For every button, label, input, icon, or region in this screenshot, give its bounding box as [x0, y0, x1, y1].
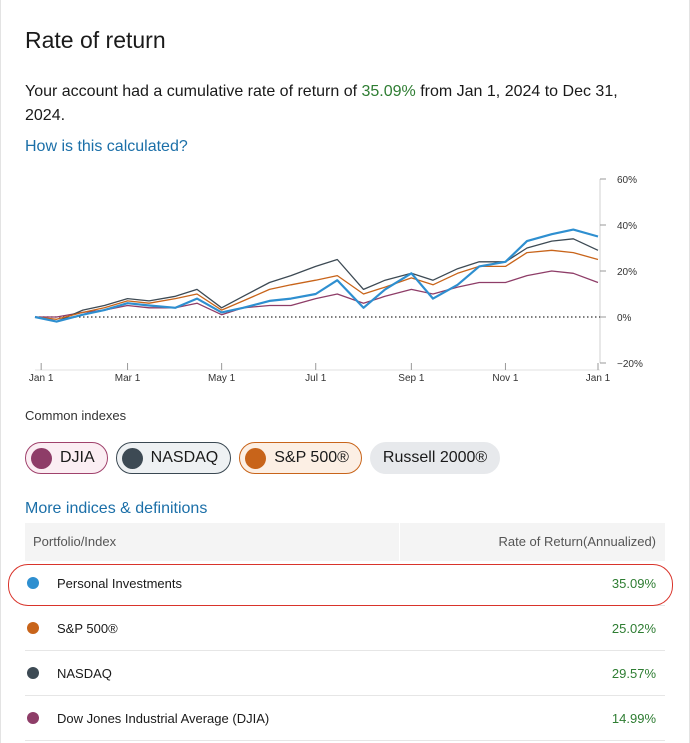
table-row[interactable]: S&P 500® 25.02%	[25, 606, 665, 651]
series-color-dot	[27, 712, 39, 724]
series-line	[35, 270, 599, 318]
nasdaq-chip-label: NASDAQ	[150, 449, 219, 466]
table-row[interactable]: Personal Investments 35.09%	[8, 561, 673, 606]
returns-table: Portfolio/Index Rate of Return(Annualize…	[8, 523, 673, 741]
table-header: Portfolio/Index Rate of Return(Annualize…	[25, 523, 665, 561]
row-name: S&P 500®	[57, 620, 118, 636]
y-tick-label: 0%	[617, 313, 632, 324]
y-tick-label: 60%	[617, 175, 637, 186]
summary-text-before: Your account had a cumulative rate of re…	[25, 83, 362, 100]
djia-color-dot	[31, 447, 52, 469]
x-tick-label: Jul 1	[305, 373, 327, 384]
header-portfolio: Portfolio/Index	[25, 523, 400, 561]
y-tick-label: −20%	[617, 359, 643, 370]
russell-chip[interactable]: Russell 2000®	[369, 442, 501, 474]
row-value: 35.09%	[611, 575, 656, 591]
y-axis: 60% 40% 20% 0% −20%	[599, 175, 643, 370]
x-tick-label: Jan 1	[586, 373, 611, 384]
table-row[interactable]: Dow Jones Industrial Average (DJIA) 14.9…	[25, 696, 665, 741]
more-indices-link[interactable]: More indices & definitions	[25, 500, 208, 517]
table-row[interactable]: NASDAQ 29.57%	[25, 651, 665, 696]
header-rate: Rate of Return(Annualized)	[498, 534, 656, 549]
cumulative-rate: 35.09%	[361, 83, 416, 100]
how-calculated-link[interactable]: How is this calculated?	[25, 138, 188, 155]
series-color-dot	[27, 577, 39, 589]
y-tick-label: 40%	[617, 221, 637, 232]
common-indexes-label: Common indexes	[25, 408, 127, 423]
russell-chip-label: Russell 2000®	[382, 449, 488, 466]
chart-series	[34, 228, 600, 323]
row-name: Personal Investments	[57, 575, 183, 591]
summary-text-after: from Jan 1, 2024 to Dec 31, 2024.	[25, 83, 618, 124]
index-chips: DJIA NASDAQ S&P 500® Russell 2000®	[25, 442, 501, 474]
series-line	[34, 249, 599, 320]
series-line	[34, 228, 599, 323]
return-chart: 60% 40% 20% 0% −20% Jan 1 Mar 1 May 1 Jul 1 Sep …	[29, 175, 643, 384]
x-axis: Jan 1 Mar 1 May 1 Jul 1 Sep 1 Nov 1 Jan 1	[29, 363, 611, 384]
x-tick-label: May 1	[208, 373, 236, 384]
x-tick-label: Jan 1	[29, 373, 54, 384]
row-value: 25.02%	[611, 620, 656, 636]
y-tick-label: 20%	[617, 267, 637, 278]
row-name: Dow Jones Industrial Average (DJIA)	[57, 710, 270, 726]
sp500-chip[interactable]: S&P 500®	[239, 442, 362, 474]
nasdaq-chip[interactable]: NASDAQ	[115, 442, 232, 474]
sp500-color-dot	[245, 447, 267, 469]
row-value: 14.99%	[611, 710, 656, 726]
row-name: NASDAQ	[57, 665, 112, 681]
djia-chip-label: DJIA	[60, 449, 95, 466]
return-summary: Your account had a cumulative rate of re…	[25, 80, 655, 128]
x-tick-label: Sep 1	[398, 373, 425, 384]
x-tick-label: Nov 1	[492, 373, 519, 384]
page-title: Rate of return	[25, 27, 166, 53]
series-color-dot	[27, 667, 39, 679]
nasdaq-color-dot	[121, 447, 143, 469]
series-color-dot	[27, 622, 39, 634]
djia-chip[interactable]: DJIA	[25, 442, 108, 474]
sp500-chip-label: S&P 500®	[274, 449, 349, 466]
x-tick-label: Mar 1	[115, 373, 141, 384]
row-value: 29.57%	[611, 665, 656, 681]
